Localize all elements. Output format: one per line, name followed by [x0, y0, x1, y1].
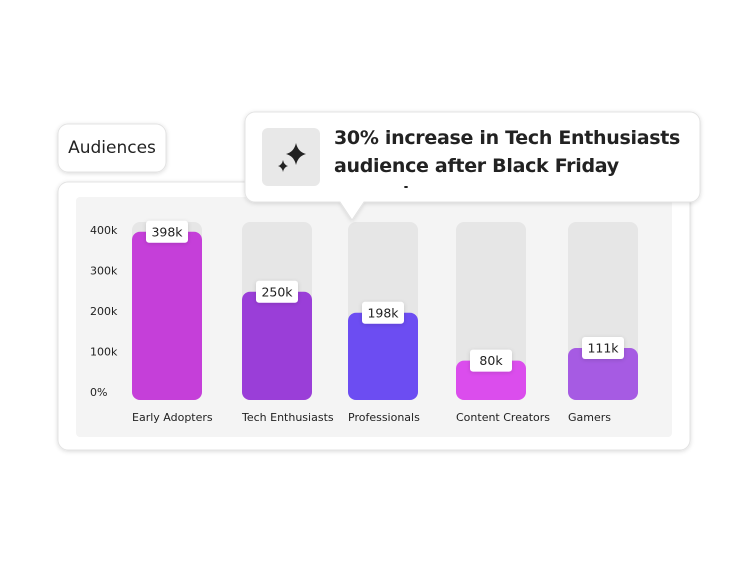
bar [568, 348, 638, 400]
y-tick-label: 200k [90, 305, 118, 318]
value-label: 198k [367, 305, 399, 320]
x-tick-label: Early Adopters [132, 411, 213, 424]
y-tick-label: 0% [90, 386, 107, 399]
value-label: 80k [479, 353, 503, 368]
sparkle-icon [278, 143, 306, 172]
value-label: 250k [261, 284, 293, 299]
chart-title: Audiences [68, 138, 156, 158]
value-label: 398k [151, 224, 183, 239]
value-label-box [256, 280, 298, 303]
y-tick-label: 400k [90, 224, 118, 237]
x-tick-label: Gamers [568, 411, 611, 424]
tooltip [244, 111, 701, 221]
bars: 0% 100k 200k 300k 400k 398k Early Adopters 250k… [90, 220, 638, 424]
annotation-box: 30% increase in Tech Enthusiasts audienc… [334, 127, 681, 188]
y-tick-label: 100k [90, 346, 118, 359]
value-label-box [582, 337, 624, 360]
value-label-box [362, 301, 404, 324]
icon-box [262, 128, 320, 186]
x-tick-label: Tech Enthusiasts [241, 411, 334, 424]
bar [348, 312, 418, 400]
bar [132, 231, 202, 400]
x-tick-label: Content Creators [456, 411, 550, 424]
bar [242, 291, 312, 400]
value-label-box [146, 220, 188, 243]
annotation: 30% increase in Tech Enthusiasts audienc… [334, 127, 681, 188]
value-label: 111k [587, 341, 619, 356]
x-tick-label: Professionals [348, 411, 420, 424]
y-tick-label: 300k [90, 265, 118, 278]
title-card [57, 123, 167, 173]
value-label-box [470, 349, 512, 372]
